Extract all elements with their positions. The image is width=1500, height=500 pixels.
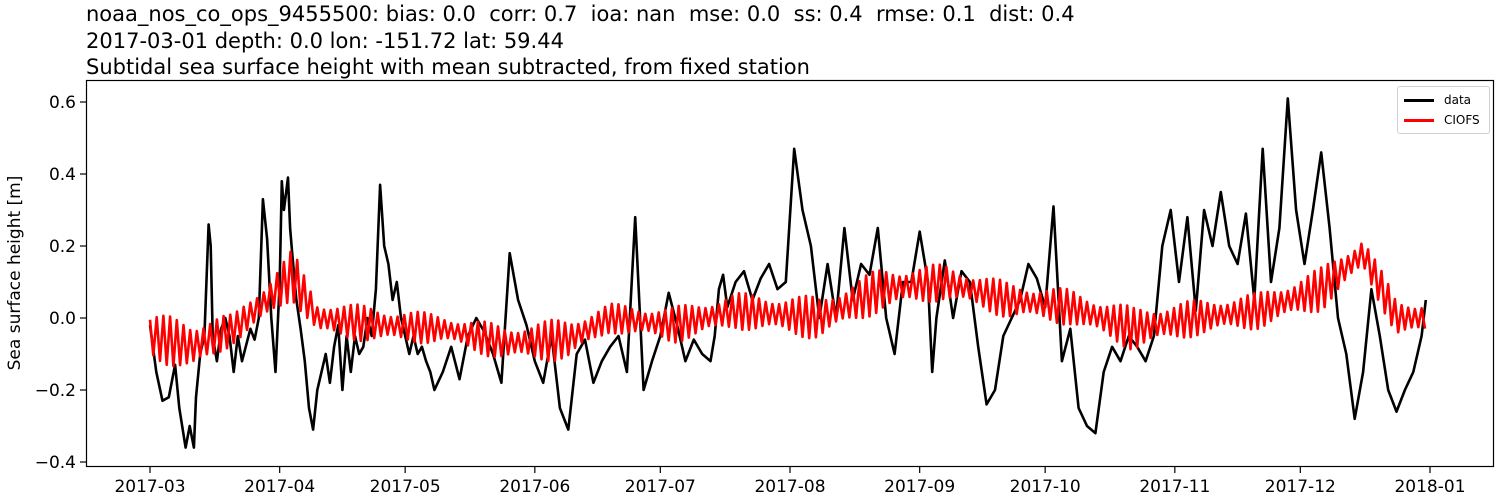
series-layer: [148, 97, 1428, 449]
chart-title-description: Subtidal sea surface height with mean su…: [86, 55, 810, 79]
x-tick-label: 2017-05: [370, 477, 441, 497]
x-tick-label: 2017-04: [244, 477, 315, 497]
y-tick-label: 0.2: [49, 237, 76, 257]
legend-swatch-ciofs: [1404, 118, 1434, 122]
y-tick-label: 0.4: [49, 165, 76, 185]
x-tick-label: 2017-03: [114, 477, 185, 497]
x-tick-label: 2017-08: [754, 477, 825, 497]
x-tick-label: 2018-01: [1394, 477, 1465, 497]
series-ciofs-line: [148, 242, 1427, 368]
chart-title-stats: noaa_nos_co_ops_9455500: bias: 0.0 corr:…: [86, 2, 1075, 26]
legend-label-ciofs: CIOFS: [1444, 113, 1480, 127]
chart-title-station: 2017-03-01 depth: 0.0 lon: -151.72 lat: …: [86, 29, 564, 53]
x-tick-label: 2017-06: [499, 477, 570, 497]
x-tick-label: 2017-09: [884, 477, 955, 497]
x-axis: 2017-03 2017-04 2017-05 2017-06 2017-07 2017-…: [114, 467, 1466, 497]
y-tick-label: −0.4: [35, 453, 76, 473]
y-axis-label: Sea surface height [m]: [5, 176, 25, 371]
x-tick-label: 2017-07: [625, 477, 696, 497]
y-tick-label: 0.6: [49, 93, 76, 113]
legend-label-data: data: [1444, 93, 1472, 107]
legend-swatch-data: [1404, 98, 1434, 102]
y-tick-label: 0.0: [49, 309, 76, 329]
x-tick-label: 2017-12: [1265, 477, 1336, 497]
legend-item-data: data: [1404, 91, 1471, 109]
legend-item-ciofs: CIOFS: [1404, 111, 1480, 129]
series-data-line: [148, 97, 1428, 449]
axes-frame: [85, 79, 1495, 468]
legend: data CIOFS: [1397, 86, 1490, 134]
y-axis: −0.4 −0.2 0.0 0.2 0.4 0.6: [35, 93, 86, 473]
x-tick-label: 2017-11: [1139, 477, 1210, 497]
y-tick-label: −0.2: [35, 381, 76, 401]
x-tick-label: 2017-10: [1010, 477, 1081, 497]
